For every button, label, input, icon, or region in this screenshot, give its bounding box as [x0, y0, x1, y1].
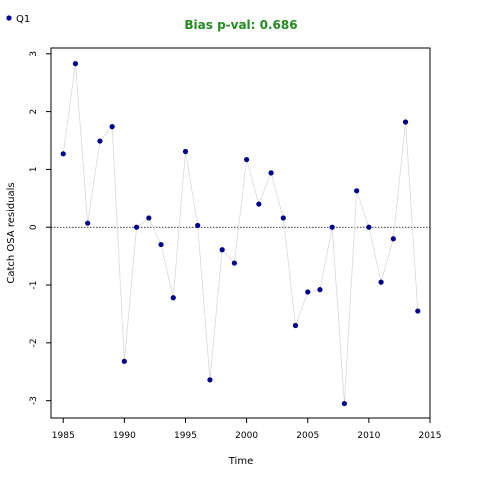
data-point-2006 [317, 287, 323, 293]
data-point-1996 [195, 222, 201, 229]
data-point-1998 [219, 247, 225, 253]
plot-frame [50, 47, 431, 419]
data-point-2010 [366, 224, 372, 230]
data-point-2012 [390, 236, 396, 242]
data-point-2003 [280, 215, 286, 221]
x-tick-label: 1995 [174, 431, 197, 441]
data-point-1988 [97, 138, 103, 144]
y-tick-label: -1 [29, 281, 39, 290]
y-tick-label: 1 [29, 167, 39, 173]
data-point-1990 [121, 358, 127, 364]
data-point-2008 [341, 400, 348, 407]
data-point-2013 [402, 119, 409, 125]
data-point-1999 [231, 260, 237, 266]
data-points [60, 61, 421, 407]
legend-label-q1: Q1 [16, 14, 30, 25]
x-axis: 1985 1990 1995 2000 2005 2010 2015 [52, 418, 442, 441]
y-axis: -3 -2 -1 0 1 2 3 [29, 51, 51, 405]
data-point-2004 [292, 322, 299, 329]
data-point-1987 [85, 220, 91, 226]
chart-title: Bias p-val: 0.686 [184, 18, 297, 32]
data-point-2007 [329, 224, 335, 230]
data-point-1997 [207, 377, 213, 383]
x-tick-label: 2005 [296, 431, 319, 441]
data-point-1994 [170, 295, 176, 301]
y-tick-label: 2 [29, 109, 39, 115]
x-tick-label: 2015 [419, 431, 442, 441]
data-point-1989 [109, 124, 115, 130]
data-point-2011 [378, 279, 384, 285]
data-point-2009 [354, 188, 360, 194]
data-point-2014 [415, 308, 421, 314]
x-tick-label: 2010 [357, 431, 380, 441]
data-point-1995 [182, 148, 189, 155]
series-line-q1 [62, 63, 419, 404]
data-point-2002 [268, 170, 274, 176]
x-axis-label: Time [228, 456, 253, 467]
data-point-1985 [60, 151, 66, 157]
legend-marker-q1 [6, 15, 12, 21]
legend: Q1 [6, 14, 30, 25]
data-point-1991 [133, 224, 140, 230]
x-tick-label: 1990 [113, 431, 136, 441]
data-point-1992 [146, 215, 152, 221]
x-tick-label: 2000 [235, 431, 258, 441]
y-tick-label: -3 [29, 396, 39, 405]
data-point-2000 [244, 156, 250, 163]
data-point-2005 [305, 289, 311, 295]
data-point-2001 [256, 201, 262, 207]
data-point-1993 [158, 241, 164, 248]
y-tick-label: -2 [29, 338, 39, 347]
data-point-1986 [72, 61, 79, 67]
y-tick-label: 0 [29, 224, 39, 230]
x-tick-label: 1985 [52, 431, 75, 441]
y-axis-label: Catch OSA residuals [6, 182, 17, 283]
y-tick-label: 3 [29, 51, 39, 57]
